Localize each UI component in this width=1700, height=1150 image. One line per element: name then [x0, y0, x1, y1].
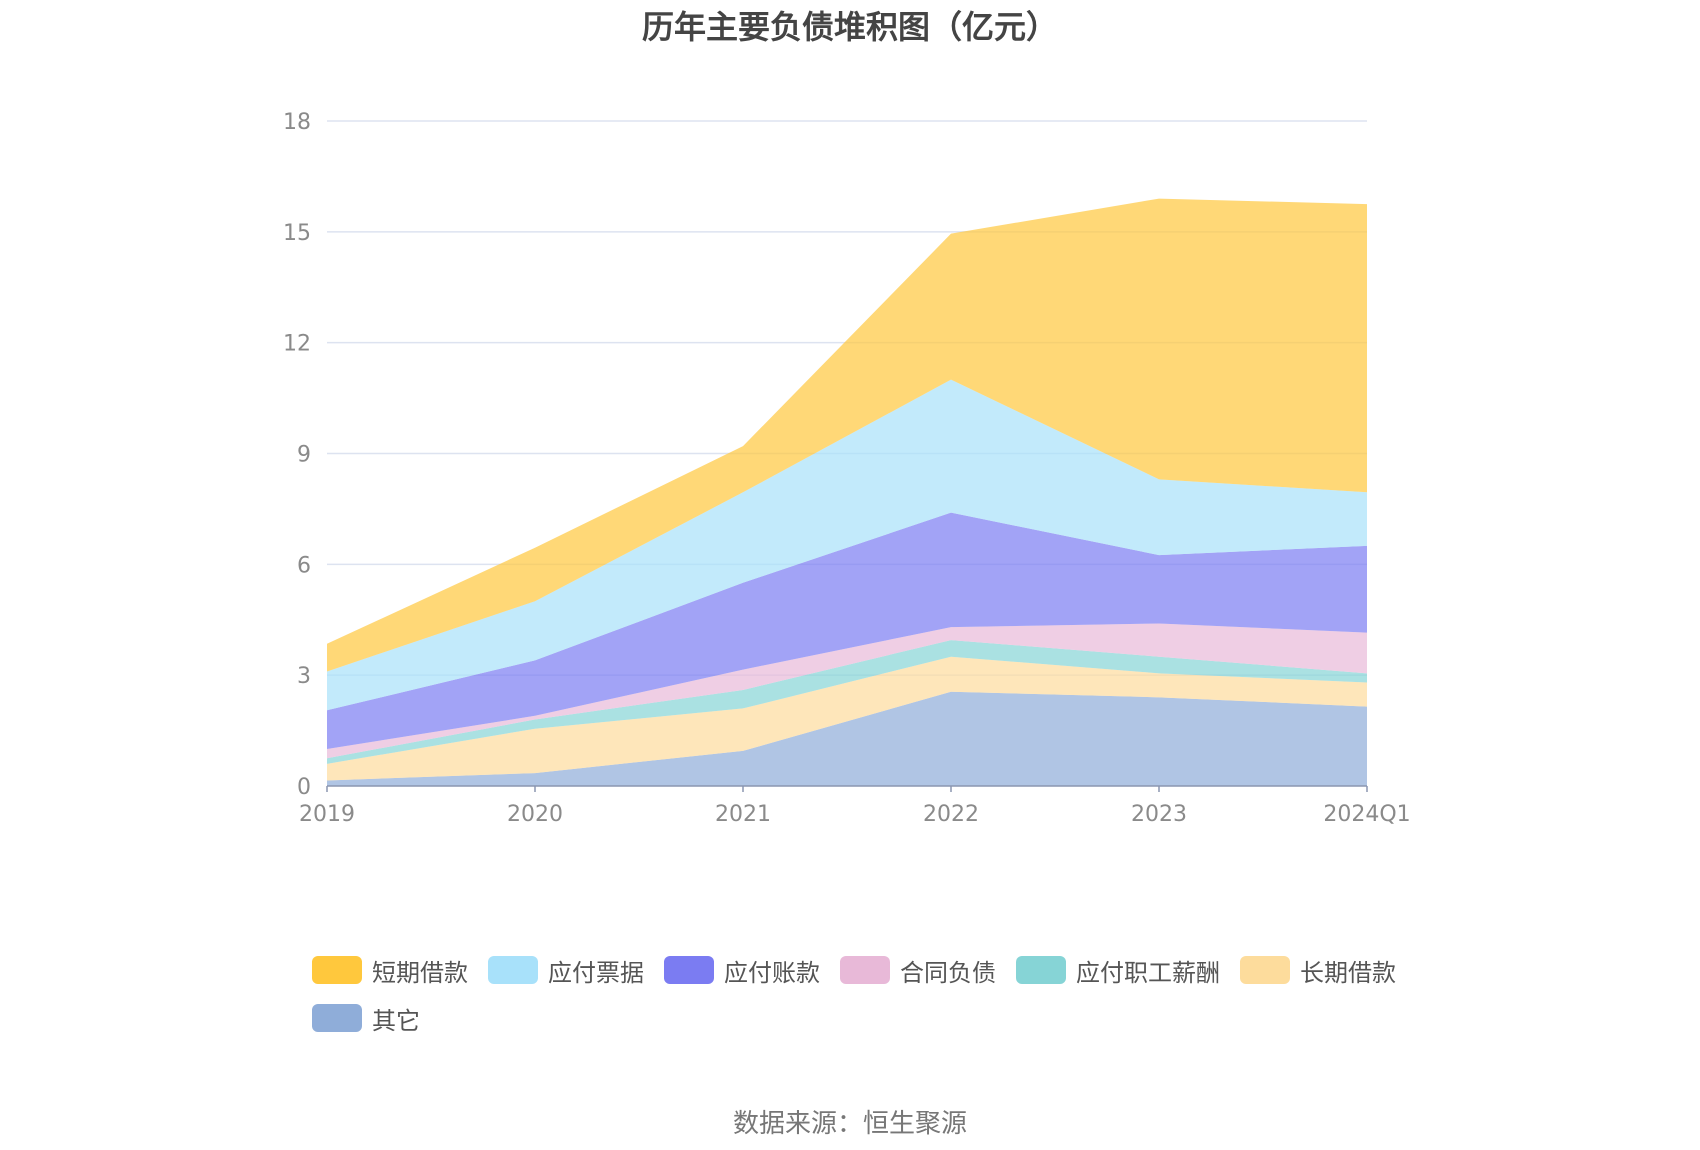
legend-label: 应付票据: [548, 958, 644, 987]
legend-label: 应付账款: [724, 958, 820, 987]
area-长期借款: [327, 656, 1367, 781]
legend-label: 短期借款: [372, 958, 468, 987]
area-应付票据: [327, 379, 1367, 711]
y-tick-label: 12: [283, 332, 311, 357]
area-series: [327, 198, 1367, 786]
legend-item[interactable]: 应付票据: [488, 954, 644, 987]
y-tick-label: 0: [297, 775, 311, 800]
legend-swatch: [488, 956, 538, 984]
x-tick-label: 2024Q1: [1323, 802, 1410, 827]
legend-swatch: [312, 1004, 362, 1032]
legend-label: 合同负债: [900, 958, 996, 987]
legend-swatch: [1016, 956, 1066, 984]
legend-item[interactable]: 短期借款: [312, 954, 468, 987]
y-tick-label: 15: [283, 221, 311, 246]
legend-label: 其它: [372, 1006, 420, 1035]
area-应付账款: [327, 512, 1367, 750]
x-tick-label: 2023: [1131, 802, 1187, 827]
axes: 0 3 6 9 12 15 18 2019 2020 2021 2022 2023 2024Q1: [283, 110, 1411, 827]
x-tick-label: 2021: [715, 802, 771, 827]
legend-label: 长期借款: [1300, 958, 1396, 987]
legend-item[interactable]: 长期借款: [1240, 954, 1396, 987]
area-其它: [327, 691, 1367, 786]
x-tick-label: 2020: [507, 802, 563, 827]
chart-title: 历年主要负债堆积图（亿元）: [641, 8, 1058, 46]
y-tick-label: 18: [283, 110, 311, 135]
legend-item[interactable]: 合同负债: [840, 954, 996, 987]
legend-item[interactable]: 应付职工薪酬: [1016, 954, 1220, 987]
legend-item[interactable]: 其它: [312, 1002, 420, 1035]
area-合同负债: [327, 623, 1367, 759]
legend-swatch: [312, 956, 362, 984]
legend-swatch: [840, 956, 890, 984]
x-tick-label: 2022: [923, 802, 979, 827]
data-source-note: 数据来源：恒生聚源: [732, 1109, 967, 1139]
legend-label: 应付职工薪酬: [1076, 958, 1220, 987]
legend-swatch: [1240, 956, 1290, 984]
area-短期借款: [327, 198, 1367, 672]
legend-item[interactable]: 应付账款: [664, 954, 820, 987]
legend: 短期借款 应付票据 应付账款 合同负债 应付职工薪酬 长期借款其它: [312, 954, 1432, 1035]
x-tick-label: 2019: [299, 802, 355, 827]
y-tick-label: 3: [297, 664, 311, 689]
y-tick-label: 6: [297, 553, 311, 578]
y-tick-label: 9: [297, 443, 311, 468]
legend-swatch: [664, 956, 714, 984]
